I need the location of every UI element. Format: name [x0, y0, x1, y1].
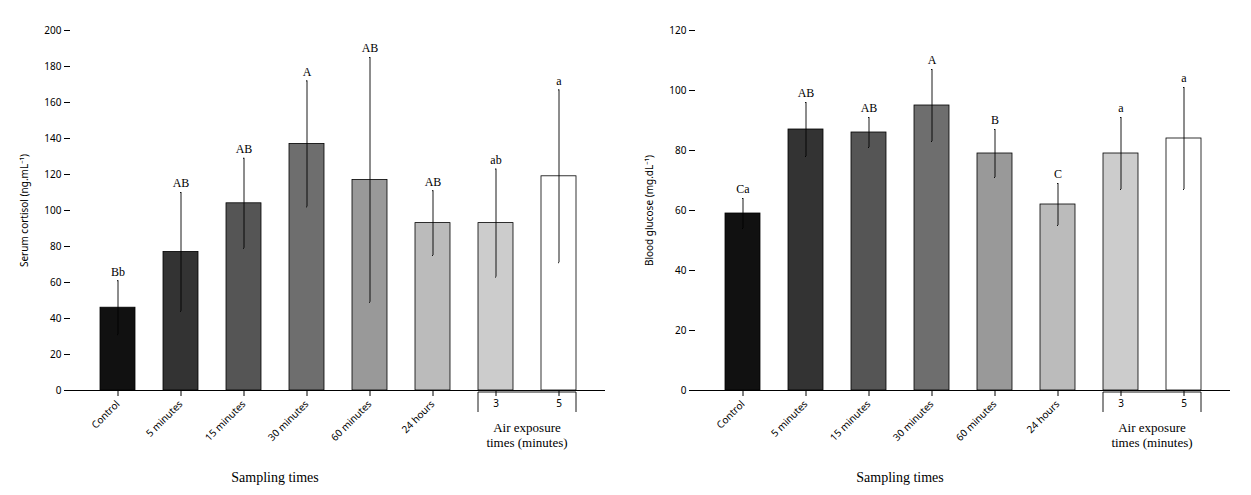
svg-text:200: 200 [44, 23, 61, 37]
svg-text:80: 80 [675, 143, 687, 157]
svg-text:a: a [1118, 101, 1124, 115]
svg-text:ab: ab [490, 153, 501, 167]
svg-text:3: 3 [493, 396, 499, 410]
svg-text:AB: AB [861, 101, 878, 115]
svg-text:0: 0 [681, 383, 687, 397]
svg-text:Control: Control [713, 397, 747, 431]
svg-text:5 minutes: 5 minutes [767, 397, 810, 440]
svg-text:100: 100 [669, 83, 686, 97]
svg-text:Serum cortisol (ng.mL⁻¹): Serum cortisol (ng.mL⁻¹) [17, 154, 31, 267]
svg-text:3: 3 [1118, 396, 1124, 410]
svg-text:A: A [928, 53, 937, 67]
svg-text:40: 40 [50, 311, 62, 325]
svg-text:30 minutes: 30 minutes [889, 397, 936, 444]
svg-text:120: 120 [669, 23, 686, 37]
svg-text:a: a [1181, 71, 1187, 85]
svg-text:a: a [556, 74, 562, 88]
svg-text:140: 140 [44, 131, 61, 145]
svg-text:100: 100 [44, 203, 61, 217]
svg-text:30 minutes: 30 minutes [264, 397, 311, 444]
svg-text:0: 0 [56, 383, 62, 397]
svg-text:15 minutes: 15 minutes [201, 397, 248, 444]
svg-text:5: 5 [556, 396, 562, 410]
svg-text:5 minutes: 5 minutes [142, 397, 185, 440]
svg-text:AB: AB [425, 175, 442, 189]
svg-text:60: 60 [675, 203, 687, 217]
svg-text:40: 40 [675, 263, 687, 277]
svg-text:Sampling times: Sampling times [231, 470, 319, 485]
svg-text:24 hours: 24 hours [1023, 397, 1062, 436]
svg-text:Control: Control [88, 397, 122, 431]
svg-text:Air exposuretimes (minutes): Air exposuretimes (minutes) [486, 420, 567, 450]
svg-text:Air exposuretimes (minutes): Air exposuretimes (minutes) [1111, 420, 1192, 450]
svg-text:20: 20 [675, 323, 687, 337]
svg-text:60 minutes: 60 minutes [327, 397, 374, 444]
svg-text:15 minutes: 15 minutes [826, 397, 873, 444]
svg-text:AB: AB [798, 86, 815, 100]
svg-text:Bb: Bb [111, 265, 125, 279]
svg-text:Blood glucose (mg.dL⁻¹): Blood glucose (mg.dL⁻¹) [642, 155, 656, 266]
svg-text:A: A [303, 65, 312, 79]
svg-text:AB: AB [236, 142, 253, 156]
svg-text:160: 160 [44, 95, 61, 109]
svg-text:120: 120 [44, 167, 61, 181]
svg-text:AB: AB [362, 41, 379, 55]
svg-text:5: 5 [1181, 396, 1187, 410]
svg-text:180: 180 [44, 59, 61, 73]
svg-text:AB: AB [173, 176, 190, 190]
svg-text:24 hours: 24 hours [398, 397, 437, 436]
svg-text:C: C [1054, 167, 1062, 181]
svg-text:Sampling times: Sampling times [856, 470, 944, 485]
svg-text:Ca: Ca [736, 182, 750, 196]
svg-text:80: 80 [50, 239, 62, 253]
svg-text:B: B [991, 113, 999, 127]
svg-text:60 minutes: 60 minutes [952, 397, 999, 444]
svg-text:20: 20 [50, 347, 62, 361]
svg-text:60: 60 [50, 275, 62, 289]
